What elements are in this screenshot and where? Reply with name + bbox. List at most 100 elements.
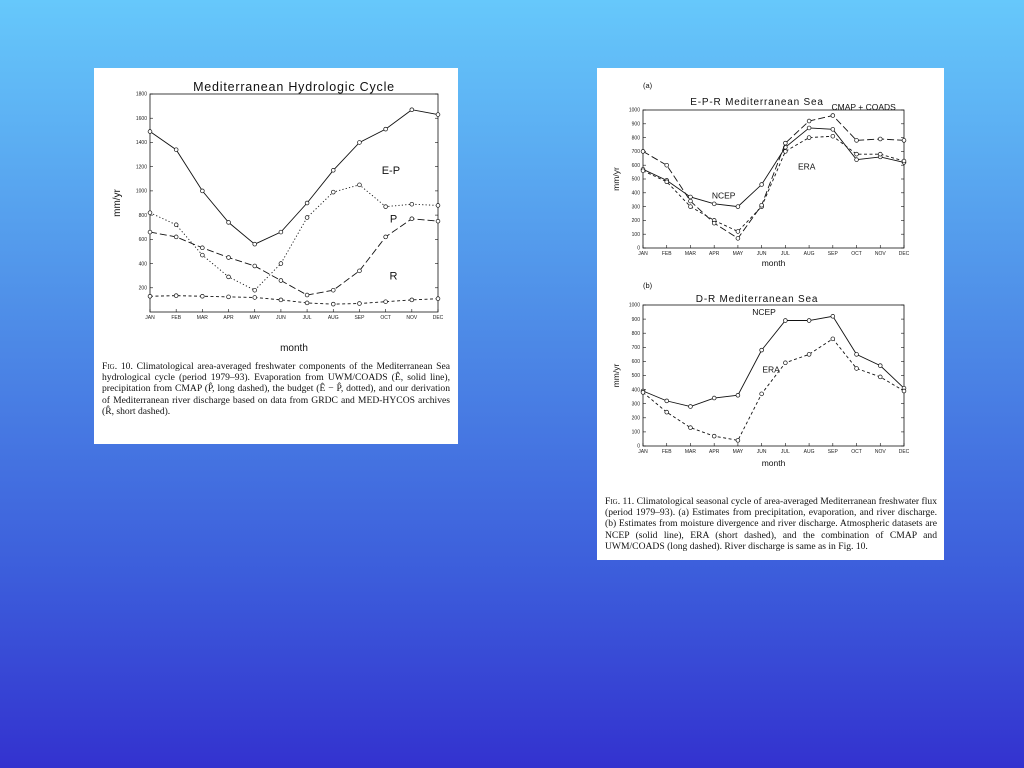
figure-11-panel: (a) E-P-R Mediterranean Sea 0 100 200 300 400 5… [597,68,944,560]
data-point [173,293,179,298]
series-line [149,295,439,305]
data-point [688,425,693,430]
data-point [806,318,812,323]
data-point [854,366,859,371]
data-point [735,392,741,398]
x-axis-label: month [762,458,786,468]
data-point [409,297,415,303]
y-tick-label: 1000 [136,189,147,195]
data-point [830,127,836,132]
data-point [278,261,284,266]
y-tick-label: 1800 [136,92,147,98]
series-line [642,135,905,232]
data-point [357,182,362,188]
data-point [901,158,907,164]
data-point [331,189,336,195]
series-line [642,315,905,407]
x-tick-label: NOV [875,449,887,455]
series-label: NCEP [712,190,736,200]
x-tick-label: MAY [733,449,744,455]
data-point [304,215,310,220]
x-tick-label: JUL [303,315,312,321]
figure-10-label: Fig. 10. [102,361,133,372]
data-point [735,236,741,241]
data-point [226,274,231,280]
data-point [147,294,153,299]
data-point [688,404,693,409]
data-point [688,194,693,200]
data-point [854,157,859,162]
chart-title: E-P-R Mediterranean Sea [690,97,823,108]
data-point [435,218,441,224]
data-point [759,391,764,397]
x-tick-label: OCT [851,449,862,455]
series-label: R [390,270,398,282]
series-line [149,184,439,291]
data-point [252,241,257,247]
data-point [409,107,415,112]
y-tick-label: 400 [139,261,148,267]
data-point [688,204,693,209]
y-tick-label: 1200 [136,164,147,170]
y-tick-label: 700 [632,149,641,155]
series-line [642,127,905,208]
y-axis-label: mm/yr [611,364,621,388]
data-point [854,138,859,143]
x-tick-label: SEP [828,251,839,257]
series-label: E-P [382,165,400,177]
data-point [226,294,231,300]
figure-10-caption: Fig. 10. Climatological area-averaged fr… [102,361,450,417]
data-point [806,352,812,357]
data-point [664,162,669,168]
data-point [278,229,284,235]
x-tick-label: MAY [733,251,744,257]
data-point [331,287,336,293]
y-tick-label: 1400 [136,140,147,146]
x-tick-label: JAN [145,315,155,321]
data-point [640,390,646,395]
data-point [409,216,415,221]
y-tick-label: 300 [632,204,641,210]
y-tick-label: 200 [139,285,148,291]
data-point [640,168,646,173]
x-tick-label: MAR [685,449,697,455]
data-point [664,179,669,185]
series-ncep [640,314,907,409]
data-point [854,352,859,357]
y-tick-label: 500 [632,373,641,379]
y-tick-label: 300 [632,401,641,407]
y-tick-label: 600 [632,163,641,169]
data-point [383,204,388,209]
data-point [759,182,764,187]
data-point [711,395,717,401]
data-point [304,200,310,206]
dr-chart: (b) D-R Mediterranean Sea 0 100 200 300 400 500… [611,281,910,468]
x-tick-label: DEC [433,315,444,321]
y-axis-label: mm/yr [112,188,123,216]
data-point [806,135,812,140]
x-tick-label: JUN [757,251,767,257]
data-point [304,300,310,306]
x-tick-label: AUG [804,251,815,257]
x-tick-label: DEC [899,449,910,455]
y-tick-label: 1600 [136,116,147,122]
chart-title: Mediterranean Hydrologic Cycle [193,80,395,94]
x-tick-label: MAR [197,315,209,321]
y-tick-label: 200 [632,218,641,224]
series-e-p [147,182,441,293]
data-point [878,374,883,380]
series-era [640,336,907,443]
data-point [640,149,646,154]
series-e [147,107,441,247]
data-point [226,220,231,225]
y-tick-label: 100 [632,232,641,238]
data-point [901,138,907,143]
y-tick-label: 600 [632,359,641,365]
y-tick-label: 1000 [629,108,640,114]
plot-frame [642,304,905,447]
data-point [664,398,669,404]
data-point [357,140,362,145]
x-tick-label: NOV [875,251,887,257]
data-point [357,268,362,274]
data-point [783,318,788,323]
